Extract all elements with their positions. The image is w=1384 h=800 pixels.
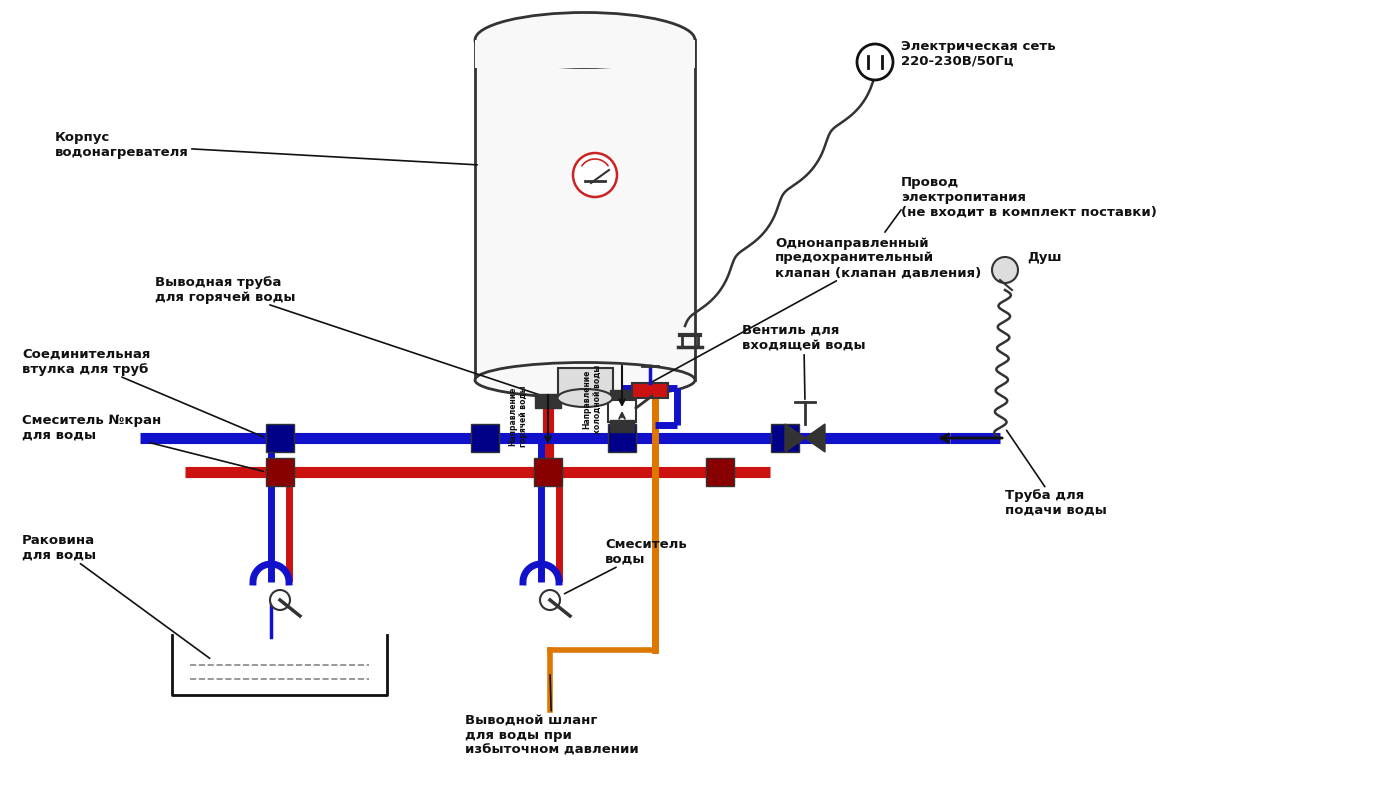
Circle shape xyxy=(540,590,561,610)
Text: Раковина
для воды: Раковина для воды xyxy=(22,534,210,658)
Bar xyxy=(475,40,695,380)
Ellipse shape xyxy=(558,389,613,407)
Text: Смеситель №кран
для воды: Смеситель №кран для воды xyxy=(22,414,263,471)
Ellipse shape xyxy=(475,13,695,67)
Bar xyxy=(632,383,668,398)
Polygon shape xyxy=(805,424,825,452)
Circle shape xyxy=(270,590,291,610)
Text: Соединительная
втулка для труб: Соединительная втулка для труб xyxy=(22,348,263,437)
Text: Вентиль для
входящей воды: Вентиль для входящей воды xyxy=(742,324,865,399)
Text: Электрическая сеть
220-230В/50Гц: Электрическая сеть 220-230В/50Гц xyxy=(901,40,1056,68)
Text: Направление
горячей воды: Направление горячей воды xyxy=(508,386,527,446)
Text: Корпус
водонагревателя: Корпус водонагревателя xyxy=(55,131,477,165)
Bar xyxy=(266,424,293,452)
Bar xyxy=(534,458,562,486)
Text: Смеситель
воды: Смеситель воды xyxy=(565,538,686,594)
Bar xyxy=(609,394,635,408)
Ellipse shape xyxy=(475,362,695,398)
Text: Душ: Душ xyxy=(1027,251,1062,265)
Bar xyxy=(706,458,734,486)
Bar xyxy=(771,424,799,452)
Bar xyxy=(475,40,695,68)
Text: Выводной шланг
для воды при
избыточном давлении: Выводной шланг для воды при избыточном д… xyxy=(465,674,639,757)
Circle shape xyxy=(857,44,893,80)
Bar xyxy=(558,368,613,402)
Bar xyxy=(266,458,293,486)
Circle shape xyxy=(992,257,1019,283)
Polygon shape xyxy=(785,424,805,452)
Circle shape xyxy=(573,153,617,197)
Text: Выводная труба
для горячей воды: Выводная труба для горячей воды xyxy=(155,276,540,395)
Bar xyxy=(608,424,637,452)
Bar xyxy=(536,394,561,408)
Text: Направление
холодной воды: Направление холодной воды xyxy=(583,364,602,434)
Bar xyxy=(471,424,500,452)
Text: Однонаправленный
предохранительный
клапан (клапан давления): Однонаправленный предохранительный клапа… xyxy=(652,237,981,382)
Bar xyxy=(610,420,634,432)
Text: Труба для
подачи воды: Труба для подачи воды xyxy=(1005,430,1107,517)
Bar xyxy=(610,390,634,402)
Text: Провод
электропитания
(не входит в комплект поставки): Провод электропитания (не входит в компл… xyxy=(901,175,1157,218)
Bar xyxy=(608,400,637,422)
